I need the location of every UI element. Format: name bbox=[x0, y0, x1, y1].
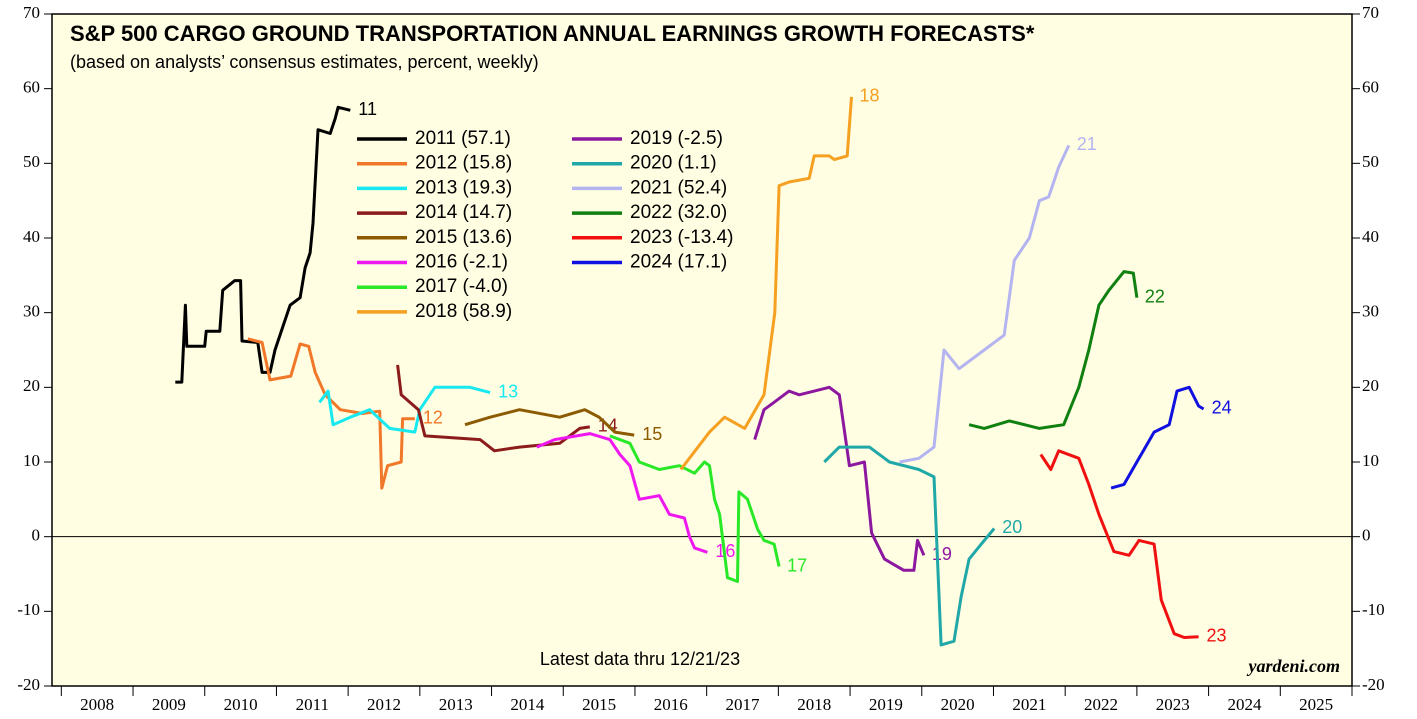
series-end-label: 24 bbox=[1212, 398, 1232, 418]
x-tick-label: 2013 bbox=[439, 695, 473, 714]
series-end-label: 11 bbox=[358, 99, 377, 119]
series-line bbox=[609, 434, 781, 583]
x-tick-label: 2019 bbox=[869, 695, 903, 714]
y2-tick-label: 0 bbox=[1362, 526, 1371, 545]
legend-label: 2017 (-4.0) bbox=[415, 276, 508, 297]
x-tick-label: 2011 bbox=[296, 695, 329, 714]
legend-label: 2021 (52.4) bbox=[630, 177, 727, 198]
series-line bbox=[968, 270, 1139, 430]
series-end-label: 21 bbox=[1077, 134, 1097, 154]
series-line bbox=[318, 385, 491, 434]
legend-label: 2022 (32.0) bbox=[630, 202, 727, 223]
chart-subtitle: (based on analysts’ consensus estimates,… bbox=[70, 52, 539, 72]
x-tick-label: 2009 bbox=[152, 695, 186, 714]
x-tick-label: 2020 bbox=[941, 695, 975, 714]
y2-tick-label: 70 bbox=[1362, 3, 1379, 22]
series-end-label: 17 bbox=[787, 555, 807, 575]
x-tick-label: 2017 bbox=[726, 695, 761, 714]
annotation: Latest data thru 12/21/23 bbox=[540, 649, 740, 669]
y-tick-label: 20 bbox=[23, 376, 40, 395]
x-tick-label: 2012 bbox=[367, 695, 401, 714]
series-end-label: 20 bbox=[1002, 517, 1022, 537]
y-tick-label: -10 bbox=[17, 600, 40, 619]
x-tick-label: 2018 bbox=[797, 695, 831, 714]
legend-label: 2012 (15.8) bbox=[415, 153, 512, 174]
y-tick-label: 70 bbox=[23, 3, 40, 22]
series-end-label: 15 bbox=[642, 424, 662, 444]
series-line bbox=[247, 337, 415, 490]
legend-label: 2024 (17.1) bbox=[630, 252, 727, 273]
x-tick-label: 2021 bbox=[1012, 695, 1046, 714]
legend-label: 2018 (58.9) bbox=[415, 301, 512, 322]
series-end-label: 22 bbox=[1145, 286, 1165, 306]
series-end-label: 19 bbox=[932, 544, 952, 564]
y-tick-label: 10 bbox=[23, 451, 40, 470]
y2-tick-label: -10 bbox=[1362, 600, 1385, 619]
legend-label: 2014 (14.7) bbox=[415, 202, 512, 223]
y2-tick-label: 40 bbox=[1362, 227, 1379, 246]
series-line bbox=[899, 144, 1071, 464]
series-line bbox=[753, 385, 926, 572]
legend-label: 2015 (13.6) bbox=[415, 227, 512, 248]
series-line bbox=[1039, 449, 1199, 639]
y2-tick-label: 60 bbox=[1362, 78, 1379, 97]
x-tick-label: 2014 bbox=[510, 695, 545, 714]
y2-tick-label: 10 bbox=[1362, 451, 1379, 470]
chart-title: S&P 500 CARGO GROUND TRANSPORTATION ANNU… bbox=[70, 21, 1035, 46]
y-tick-label: 0 bbox=[32, 526, 41, 545]
series-line bbox=[464, 408, 635, 437]
x-tick-label: 2024 bbox=[1227, 695, 1262, 714]
legend-label: 2020 (1.1) bbox=[630, 153, 717, 174]
series-line bbox=[536, 432, 708, 554]
source: yardeni.com bbox=[1247, 656, 1341, 676]
x-tick-label: 2010 bbox=[224, 695, 258, 714]
legend-label: 2013 (19.3) bbox=[415, 177, 512, 198]
x-tick-label: 2015 bbox=[582, 695, 616, 714]
y-tick-label: 50 bbox=[23, 152, 40, 171]
series-end-label: 23 bbox=[1207, 625, 1227, 645]
y2-tick-label: 30 bbox=[1362, 302, 1379, 321]
series-end-label: 18 bbox=[860, 86, 880, 106]
legend-label: 2023 (-13.4) bbox=[630, 227, 734, 248]
x-tick-label: 2025 bbox=[1299, 695, 1333, 714]
y-tick-label: 40 bbox=[23, 227, 40, 246]
y-tick-label: -20 bbox=[17, 675, 40, 694]
series-end-label: 13 bbox=[498, 381, 518, 401]
y2-tick-label: 50 bbox=[1362, 152, 1379, 171]
x-tick-label: 2023 bbox=[1156, 695, 1190, 714]
series-line bbox=[1110, 385, 1205, 490]
y2-tick-label: 20 bbox=[1362, 376, 1379, 395]
series-line bbox=[175, 105, 351, 384]
x-tick-label: 2016 bbox=[654, 695, 688, 714]
series-line bbox=[679, 96, 853, 471]
series-line bbox=[823, 445, 996, 647]
legend-label: 2019 (-2.5) bbox=[630, 128, 723, 149]
x-tick-label: 2022 bbox=[1084, 695, 1118, 714]
y-tick-label: 30 bbox=[23, 302, 40, 321]
plot-area bbox=[51, 13, 1353, 687]
legend-label: 2016 (-2.1) bbox=[415, 252, 508, 273]
legend-label: 2011 (57.1) bbox=[415, 128, 511, 149]
x-tick-label: 2008 bbox=[80, 695, 114, 714]
y-tick-label: 60 bbox=[23, 78, 40, 97]
y2-tick-label: -20 bbox=[1362, 675, 1385, 694]
series-end-label: 12 bbox=[423, 407, 443, 427]
